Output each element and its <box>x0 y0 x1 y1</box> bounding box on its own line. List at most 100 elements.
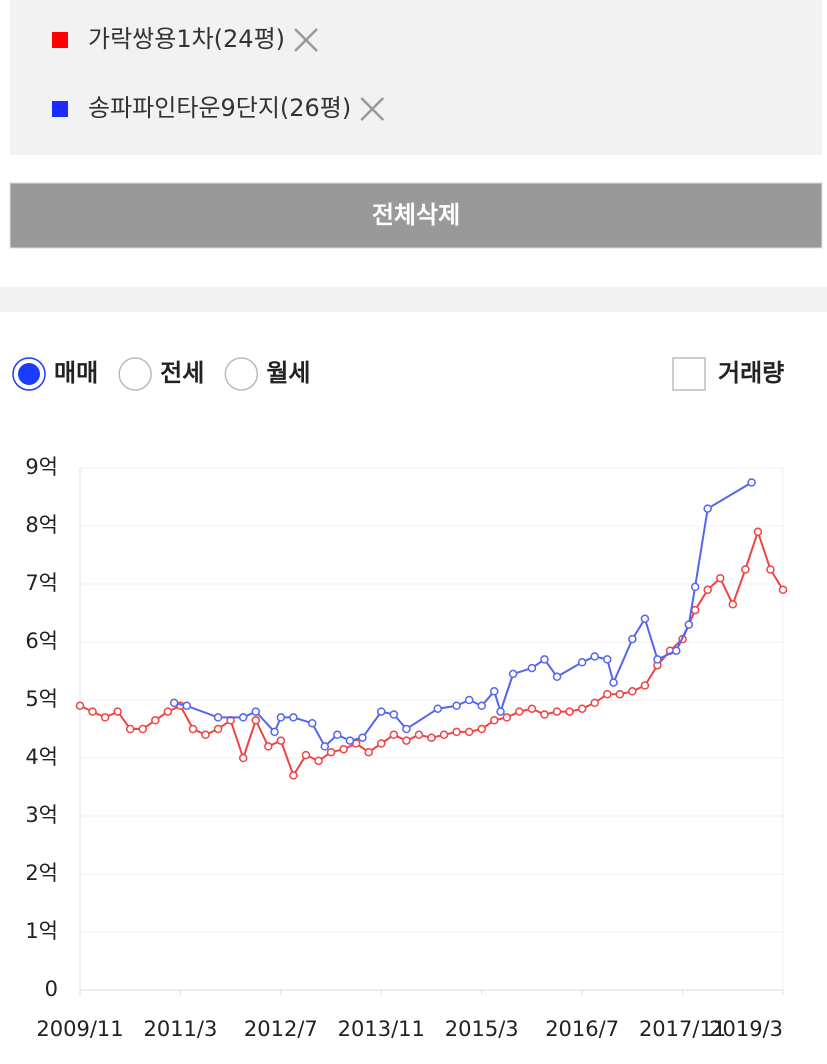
data-point <box>439 730 449 740</box>
data-point <box>728 600 738 609</box>
legend-swatch <box>52 101 68 117</box>
y-tick-label: 1억 <box>25 919 58 943</box>
data-point <box>640 614 650 624</box>
data-point <box>251 716 260 725</box>
radio[interactable] <box>118 357 152 391</box>
data-point <box>766 565 775 574</box>
data-point <box>615 689 625 699</box>
x-tick-label: 2013/11 <box>338 1017 425 1041</box>
data-point <box>364 747 373 757</box>
data-point <box>289 713 298 722</box>
data-point <box>577 704 587 713</box>
radio-dot <box>18 363 40 385</box>
data-point <box>490 716 499 725</box>
remove-icon[interactable] <box>360 97 385 121</box>
data-point <box>527 704 537 713</box>
data-point <box>628 687 637 696</box>
data-point <box>477 701 486 711</box>
data-point <box>314 756 323 766</box>
data-point <box>577 658 587 667</box>
remove-icon[interactable] <box>294 28 318 52</box>
data-point <box>515 707 524 716</box>
radio-label: 전세 <box>160 359 204 387</box>
data-point <box>490 687 499 696</box>
y-tick-label: 3억 <box>25 803 58 827</box>
x-tick-label: 2011/3 <box>143 1017 217 1041</box>
data-point <box>603 689 612 699</box>
data-point <box>527 663 537 673</box>
data-point <box>741 565 750 574</box>
data-point <box>326 747 336 757</box>
data-point <box>289 771 298 780</box>
data-point <box>182 701 191 711</box>
checkbox-label: 거래량 <box>718 359 784 387</box>
y-tick-label: 6억 <box>25 629 58 653</box>
data-point <box>747 478 756 487</box>
data-point <box>100 713 110 722</box>
data-point <box>496 707 505 716</box>
data-point <box>333 730 342 740</box>
y-tick-label: 8억 <box>25 513 58 537</box>
data-point <box>238 713 248 722</box>
data-point <box>433 704 443 713</box>
data-point <box>653 655 662 664</box>
data-point <box>264 742 273 751</box>
data-point <box>552 707 562 716</box>
data-point <box>464 695 474 705</box>
y-tick-label: 5억 <box>25 687 58 711</box>
data-point <box>113 707 122 716</box>
data-point <box>427 733 436 742</box>
x-tick-label: 2017/11 <box>639 1017 726 1041</box>
data-point <box>188 724 198 734</box>
data-point <box>201 730 210 740</box>
data-point <box>345 736 355 745</box>
data-point <box>508 669 518 679</box>
data-point <box>603 655 612 664</box>
data-point <box>414 730 424 740</box>
x-tick-label: 2009/11 <box>36 1017 123 1041</box>
data-point <box>163 707 173 716</box>
data-point <box>276 713 286 722</box>
data-point <box>307 718 317 728</box>
data-point <box>75 701 85 711</box>
separator <box>0 287 827 312</box>
radio-label: 월세 <box>266 359 310 387</box>
x-tick-label: 2019/3 <box>709 1017 783 1041</box>
data-point <box>540 655 549 664</box>
data-point <box>590 652 599 661</box>
data-point <box>540 710 549 719</box>
x-tick-label: 2012/7 <box>244 1017 318 1041</box>
button-label: 전체삭제 <box>372 201 460 229</box>
data-point <box>389 730 399 740</box>
data-point <box>301 750 311 760</box>
delete-all-button[interactable] <box>9 182 823 249</box>
data-point <box>377 739 386 748</box>
legend-label: 가락쌍용1차(24평) <box>88 25 285 53</box>
data-point <box>628 634 637 644</box>
radio-label: 매매 <box>54 359 98 387</box>
data-point <box>690 605 700 615</box>
data-point <box>270 727 279 737</box>
data-point <box>251 707 260 716</box>
y-tick-label: 0 <box>45 977 58 1001</box>
checkbox[interactable] <box>672 357 706 391</box>
data-point <box>609 678 618 687</box>
y-tick-label: 4억 <box>25 745 58 769</box>
data-point <box>753 527 763 537</box>
data-point <box>684 620 694 629</box>
series-line <box>173 481 753 749</box>
data-point <box>138 724 148 734</box>
data-point <box>213 713 223 722</box>
data-point <box>320 742 330 751</box>
radio[interactable] <box>224 357 259 391</box>
data-point <box>452 727 461 737</box>
y-tick-label: 9억 <box>25 455 58 479</box>
data-point <box>125 724 135 734</box>
x-tick-label: 2016/7 <box>545 1017 619 1041</box>
data-point <box>88 707 97 716</box>
x-tick-label: 2015/3 <box>445 1017 519 1041</box>
data-point <box>552 672 562 682</box>
data-point <box>672 646 681 655</box>
